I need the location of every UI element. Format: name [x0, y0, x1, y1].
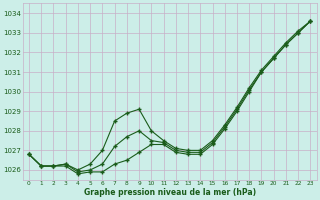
X-axis label: Graphe pression niveau de la mer (hPa): Graphe pression niveau de la mer (hPa)	[84, 188, 256, 197]
